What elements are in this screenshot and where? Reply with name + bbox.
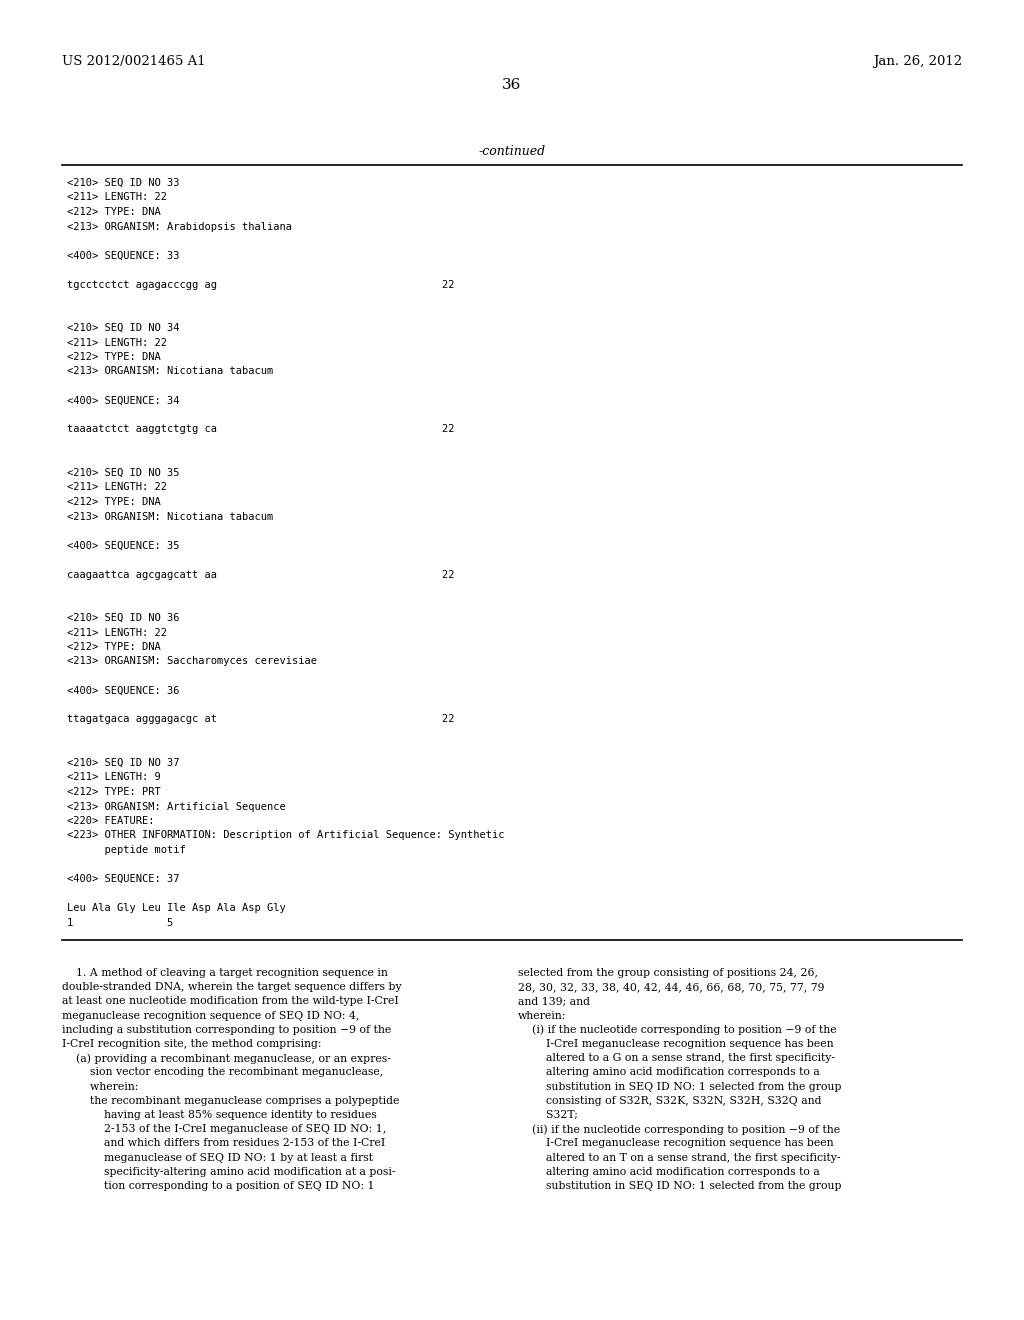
Text: including a substitution corresponding to position −9 of the: including a substitution corresponding t… [62,1024,391,1035]
Text: altering amino acid modification corresponds to a: altering amino acid modification corresp… [518,1068,820,1077]
Text: <211> LENGTH: 22: <211> LENGTH: 22 [67,193,167,202]
Text: and which differs from residues 2-153 of the I-CreI: and which differs from residues 2-153 of… [62,1138,385,1148]
Text: selected from the group consisting of positions 24, 26,: selected from the group consisting of po… [518,968,818,978]
Text: taaaatctct aaggtctgtg ca                                    22: taaaatctct aaggtctgtg ca 22 [67,425,455,434]
Text: having at least 85% sequence identity to residues: having at least 85% sequence identity to… [62,1110,377,1119]
Text: 28, 30, 32, 33, 38, 40, 42, 44, 46, 66, 68, 70, 75, 77, 79: 28, 30, 32, 33, 38, 40, 42, 44, 46, 66, … [518,982,824,993]
Text: <400> SEQUENCE: 34: <400> SEQUENCE: 34 [67,396,179,405]
Text: <212> TYPE: PRT: <212> TYPE: PRT [67,787,161,797]
Text: <212> TYPE: DNA: <212> TYPE: DNA [67,207,161,216]
Text: <220> FEATURE:: <220> FEATURE: [67,816,155,826]
Text: specificity-altering amino acid modification at a posi-: specificity-altering amino acid modifica… [62,1167,395,1177]
Text: substitution in SEQ ID NO: 1 selected from the group: substitution in SEQ ID NO: 1 selected fr… [518,1081,842,1092]
Text: <210> SEQ ID NO 37: <210> SEQ ID NO 37 [67,758,179,768]
Text: ttagatgaca agggagacgc at                                    22: ttagatgaca agggagacgc at 22 [67,714,455,725]
Text: wherein:: wherein: [518,1011,566,1020]
Text: substitution in SEQ ID NO: 1 selected from the group: substitution in SEQ ID NO: 1 selected fr… [518,1181,842,1191]
Text: altered to an T on a sense strand, the first specificity-: altered to an T on a sense strand, the f… [518,1152,841,1163]
Text: tion corresponding to a position of SEQ ID NO: 1: tion corresponding to a position of SEQ … [62,1181,375,1191]
Text: <210> SEQ ID NO 35: <210> SEQ ID NO 35 [67,469,179,478]
Text: (a) providing a recombinant meganuclease, or an expres-: (a) providing a recombinant meganuclease… [62,1053,391,1064]
Text: <213> ORGANISM: Artificial Sequence: <213> ORGANISM: Artificial Sequence [67,801,286,812]
Text: <400> SEQUENCE: 33: <400> SEQUENCE: 33 [67,251,179,260]
Text: (i) if the nucleotide corresponding to position −9 of the: (i) if the nucleotide corresponding to p… [518,1024,837,1035]
Text: I-CreI meganuclease recognition sequence has been: I-CreI meganuclease recognition sequence… [518,1138,834,1148]
Text: <211> LENGTH: 22: <211> LENGTH: 22 [67,483,167,492]
Text: <210> SEQ ID NO 33: <210> SEQ ID NO 33 [67,178,179,187]
Text: (ii) if the nucleotide corresponding to position −9 of the: (ii) if the nucleotide corresponding to … [518,1125,840,1135]
Text: S32T;: S32T; [518,1110,578,1119]
Text: <212> TYPE: DNA: <212> TYPE: DNA [67,642,161,652]
Text: 1               5: 1 5 [67,917,173,928]
Text: I-CreI recognition site, the method comprising:: I-CreI recognition site, the method comp… [62,1039,322,1049]
Text: altered to a G on a sense strand, the first specificity-: altered to a G on a sense strand, the fi… [518,1053,835,1063]
Text: consisting of S32R, S32K, S32N, S32H, S32Q and: consisting of S32R, S32K, S32N, S32H, S3… [518,1096,821,1106]
Text: <400> SEQUENCE: 35: <400> SEQUENCE: 35 [67,540,179,550]
Text: 2-153 of the I-CreI meganuclease of SEQ ID NO: 1,: 2-153 of the I-CreI meganuclease of SEQ … [62,1125,386,1134]
Text: <213> ORGANISM: Nicotiana tabacum: <213> ORGANISM: Nicotiana tabacum [67,367,273,376]
Text: meganuclease of SEQ ID NO: 1 by at least a first: meganuclease of SEQ ID NO: 1 by at least… [62,1152,373,1163]
Text: meganuclease recognition sequence of SEQ ID NO: 4,: meganuclease recognition sequence of SEQ… [62,1011,359,1020]
Text: <213> ORGANISM: Nicotiana tabacum: <213> ORGANISM: Nicotiana tabacum [67,511,273,521]
Text: <210> SEQ ID NO 34: <210> SEQ ID NO 34 [67,323,179,333]
Text: sion vector encoding the recombinant meganuclease,: sion vector encoding the recombinant meg… [62,1068,383,1077]
Text: double-stranded DNA, wherein the target sequence differs by: double-stranded DNA, wherein the target … [62,982,401,993]
Text: 36: 36 [503,78,521,92]
Text: <213> ORGANISM: Arabidopsis thaliana: <213> ORGANISM: Arabidopsis thaliana [67,222,292,231]
Text: wherein:: wherein: [62,1081,138,1092]
Text: <213> ORGANISM: Saccharomyces cerevisiae: <213> ORGANISM: Saccharomyces cerevisiae [67,656,317,667]
Text: <211> LENGTH: 22: <211> LENGTH: 22 [67,627,167,638]
Text: <223> OTHER INFORMATION: Description of Artificial Sequence: Synthetic: <223> OTHER INFORMATION: Description of … [67,830,505,841]
Text: -continued: -continued [478,145,546,158]
Text: 1. A method of cleaving a target recognition sequence in: 1. A method of cleaving a target recogni… [62,968,388,978]
Text: <212> TYPE: DNA: <212> TYPE: DNA [67,498,161,507]
Text: the recombinant meganuclease comprises a polypeptide: the recombinant meganuclease comprises a… [62,1096,399,1106]
Text: <210> SEQ ID NO 36: <210> SEQ ID NO 36 [67,612,179,623]
Text: <211> LENGTH: 9: <211> LENGTH: 9 [67,772,161,783]
Text: US 2012/0021465 A1: US 2012/0021465 A1 [62,55,206,69]
Text: at least one nucleotide modification from the wild-type I-CreI: at least one nucleotide modification fro… [62,997,398,1006]
Text: <400> SEQUENCE: 37: <400> SEQUENCE: 37 [67,874,179,884]
Text: altering amino acid modification corresponds to a: altering amino acid modification corresp… [518,1167,820,1177]
Text: Jan. 26, 2012: Jan. 26, 2012 [872,55,962,69]
Text: <212> TYPE: DNA: <212> TYPE: DNA [67,352,161,362]
Text: tgcctcctct agagacccgg ag                                    22: tgcctcctct agagacccgg ag 22 [67,280,455,289]
Text: <400> SEQUENCE: 36: <400> SEQUENCE: 36 [67,685,179,696]
Text: caagaattca agcgagcatt aa                                    22: caagaattca agcgagcatt aa 22 [67,569,455,579]
Text: peptide motif: peptide motif [67,845,185,855]
Text: I-CreI meganuclease recognition sequence has been: I-CreI meganuclease recognition sequence… [518,1039,834,1049]
Text: <211> LENGTH: 22: <211> LENGTH: 22 [67,338,167,347]
Text: Leu Ala Gly Leu Ile Asp Ala Asp Gly: Leu Ala Gly Leu Ile Asp Ala Asp Gly [67,903,286,913]
Text: and 139; and: and 139; and [518,997,590,1006]
